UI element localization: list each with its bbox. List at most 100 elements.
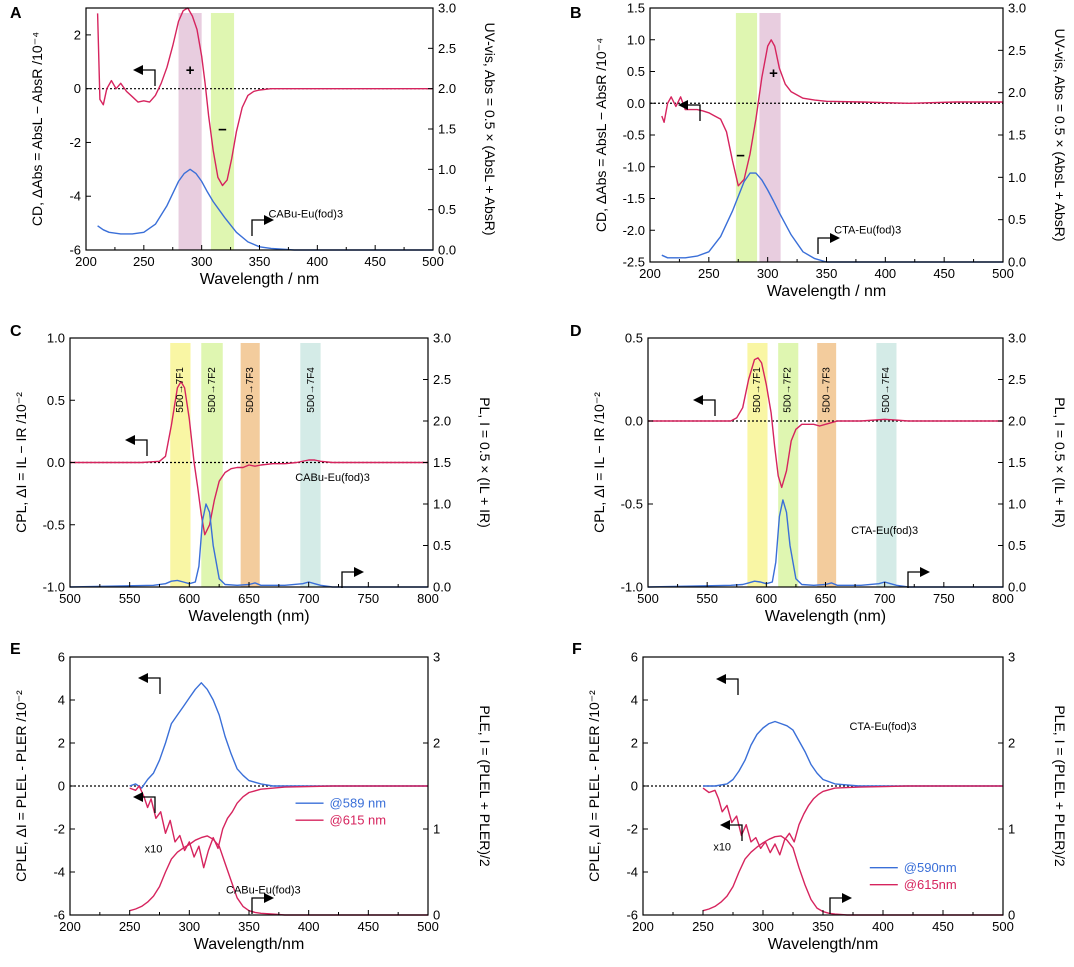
y-right-tick-label: 2 bbox=[1008, 736, 1015, 751]
y-right-tick-label: 2.5 bbox=[1008, 372, 1026, 387]
y-right-tick-label: 0 bbox=[433, 908, 440, 923]
y-left-tick-label: -4 bbox=[53, 865, 65, 880]
y-right-tick-label: 2.5 bbox=[1008, 43, 1026, 58]
legend-label: @615nm bbox=[904, 877, 957, 892]
transition-label: 5D0→7F4 bbox=[881, 367, 892, 413]
y-left-axis-label: CPL, ΔI = IL − IR /10⁻² bbox=[13, 392, 29, 533]
legend-label: @590nm bbox=[904, 860, 957, 875]
x-tick-label: 200 bbox=[59, 919, 81, 934]
y-right-tick-label: 0.0 bbox=[1008, 580, 1026, 595]
y-right-tick-label: 0.0 bbox=[438, 243, 456, 258]
x-tick-label: 650 bbox=[238, 591, 260, 606]
x-tick-label: 200 bbox=[75, 254, 97, 269]
y-right-tick-label: 3.0 bbox=[1008, 331, 1026, 346]
y-left-tick-label: -1.5 bbox=[623, 191, 645, 206]
x-axis-label: Wavelength / nm bbox=[767, 283, 886, 300]
y-right-tick-label: 2.5 bbox=[438, 41, 456, 56]
y-left-tick-label: 1.0 bbox=[627, 32, 645, 47]
y-left-tick-label: 0 bbox=[74, 81, 81, 96]
annotation: CTA-Eu(fod)3 bbox=[851, 525, 918, 537]
x-tick-label: 350 bbox=[812, 919, 834, 934]
panel-e: 200 250 300 350 400 450 500 6 4 2 0 -2 -4 -6 3 2 1 0 Wavel… bbox=[10, 641, 493, 953]
highlight-band bbox=[210, 13, 235, 250]
y-left-tick-label: 0.5 bbox=[47, 393, 65, 408]
axis-pointer-arrowhead bbox=[830, 233, 840, 243]
y-left-tick-label: -2.5 bbox=[623, 255, 645, 270]
y-right-tick-label: 3.0 bbox=[1008, 1, 1026, 16]
y-left-tick-label: 0.0 bbox=[627, 96, 645, 111]
y-right-tick-label: 2.0 bbox=[433, 414, 451, 429]
annotation: − bbox=[736, 147, 745, 164]
highlight-band bbox=[759, 13, 781, 262]
axis-pointer-arrowhead bbox=[693, 395, 703, 405]
y-left-tick-label: -1.0 bbox=[621, 580, 643, 595]
axis-pointer-arrowhead bbox=[354, 567, 364, 577]
y-left-tick-label: -6 bbox=[53, 908, 65, 923]
panel-c: 500 550 600 650 700 750 800 1.0 0.5 0.0 -0.5 -1.0 3.… bbox=[10, 323, 493, 625]
y-right-tick-label: 1.0 bbox=[1008, 170, 1026, 185]
y-left-tick-label: -4 bbox=[626, 865, 638, 880]
x-tick-label: 400 bbox=[874, 266, 896, 281]
x-tick-label: 500 bbox=[992, 919, 1014, 934]
x-tick-label: 400 bbox=[306, 254, 328, 269]
series-line-cd bbox=[661, 39, 1003, 187]
highlight-band bbox=[747, 343, 768, 587]
x-tick-label: 400 bbox=[872, 919, 894, 934]
annotation: − bbox=[218, 121, 227, 138]
x-tick-label: 300 bbox=[752, 919, 774, 934]
legend-label: @615 nm bbox=[330, 813, 387, 828]
transition-label: 5D0→7F2 bbox=[783, 367, 794, 413]
y-right-axis-label: PLE, I = (PLEL + PLER)/2 bbox=[477, 705, 493, 867]
annotation: x10 bbox=[713, 842, 731, 854]
x-axis-label: Wavelength/nm bbox=[194, 936, 305, 953]
y-right-tick-label: 0.5 bbox=[1008, 212, 1026, 227]
x-tick-label: 450 bbox=[932, 919, 954, 934]
y-left-tick-label: 6 bbox=[58, 650, 65, 665]
y-left-axis-label: CPLE, ΔI = PLEL - PLER /10⁻² bbox=[586, 690, 602, 882]
y-right-tick-label: 1 bbox=[433, 822, 440, 837]
x-tick-label: 550 bbox=[119, 591, 141, 606]
annotation: + bbox=[186, 62, 195, 79]
transition-label: 5D0→7F3 bbox=[822, 367, 833, 413]
highlight-band bbox=[778, 343, 799, 587]
x-tick-label: 250 bbox=[133, 254, 155, 269]
y-left-tick-label: -0.5 bbox=[621, 497, 643, 512]
axis-pointer-arrowhead bbox=[138, 673, 148, 683]
y-left-tick-label: -0.5 bbox=[623, 128, 645, 143]
x-axis-label: Wavelength/nm bbox=[768, 936, 879, 953]
annotation: CTA-Eu(fod)3 bbox=[849, 721, 916, 733]
transition-label: 5D0→7F3 bbox=[245, 367, 256, 413]
x-tick-label: 800 bbox=[417, 591, 439, 606]
y-right-tick-label: 0.5 bbox=[433, 538, 451, 553]
y-right-tick-label: 1.5 bbox=[438, 122, 456, 137]
series-line-pl bbox=[69, 503, 428, 588]
axis-pointer-arrowhead bbox=[133, 65, 143, 75]
x-tick-label: 350 bbox=[816, 266, 838, 281]
panel-label: E bbox=[10, 641, 21, 658]
y-right-tick-label: 2.0 bbox=[1008, 414, 1026, 429]
y-right-tick-label: 2.0 bbox=[1008, 85, 1026, 100]
y-left-tick-label: 2 bbox=[74, 27, 81, 42]
series-line-pl bbox=[647, 499, 1003, 588]
x-tick-label: 700 bbox=[298, 591, 320, 606]
y-right-tick-label: 0.0 bbox=[433, 580, 451, 595]
y-right-tick-label: 2.0 bbox=[438, 81, 456, 96]
annotation: x10 bbox=[145, 844, 163, 856]
x-tick-label: 500 bbox=[637, 591, 659, 606]
panel-label: F bbox=[572, 641, 582, 658]
highlight-band bbox=[817, 343, 837, 587]
x-axis-label: Wavelength / nm bbox=[200, 271, 319, 288]
plot-frame bbox=[649, 7, 1004, 263]
y-left-tick-label: -2 bbox=[53, 822, 65, 837]
y-left-tick-label: 1.0 bbox=[47, 331, 65, 346]
x-tick-label: 300 bbox=[178, 919, 200, 934]
annotation: + bbox=[769, 65, 778, 82]
series-line-ple bbox=[129, 835, 428, 916]
y-right-tick-label: 3.0 bbox=[438, 1, 456, 16]
series-line--615nm bbox=[702, 785, 1003, 856]
transition-label: 5D0→7F1 bbox=[752, 367, 763, 413]
y-right-tick-label: 2.5 bbox=[433, 372, 451, 387]
axis-pointer-arrowhead bbox=[264, 893, 274, 903]
y-left-tick-label: 0 bbox=[58, 779, 65, 794]
